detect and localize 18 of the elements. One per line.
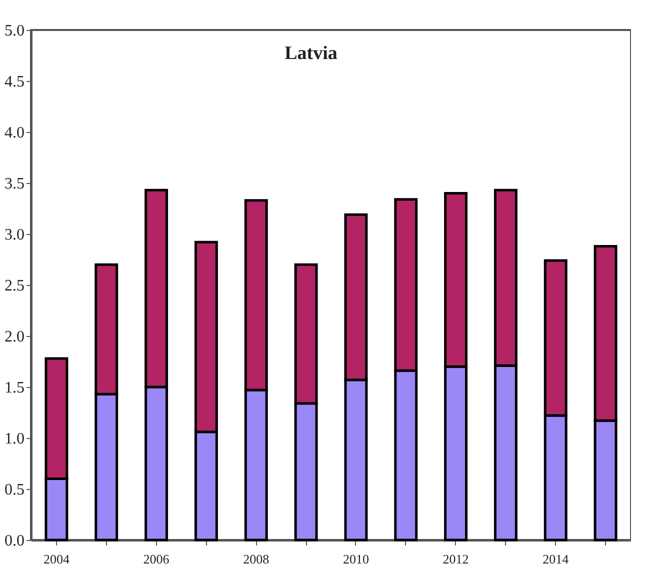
- x-tick-label: 2010: [342, 552, 369, 566]
- y-tick-label: 0.5: [4, 482, 24, 498]
- y-tick-label: 2.5: [4, 278, 24, 294]
- y-tick-label: 3.0: [4, 226, 24, 244]
- y-tick-label: 2.0: [4, 328, 24, 346]
- y-tick-label: 4.5: [4, 74, 24, 90]
- y-tick-label: 1.5: [4, 380, 24, 396]
- y-tick-label: 5.0: [4, 22, 24, 40]
- x-tick-label: 2006: [143, 552, 170, 566]
- text: Latvia: [284, 43, 338, 64]
- y-tick-label: 3.5: [4, 176, 24, 192]
- y-tick-label: 0.0: [4, 532, 24, 550]
- y-tick-label: 1.0: [4, 430, 24, 448]
- y-tick-label: 4.0: [4, 124, 24, 142]
- x-tick-label: 2004: [43, 552, 70, 566]
- x-tick-label: 2014: [542, 552, 570, 566]
- x-tick-label: 2008: [243, 552, 270, 566]
- x-tick-label: 2012: [442, 552, 469, 566]
